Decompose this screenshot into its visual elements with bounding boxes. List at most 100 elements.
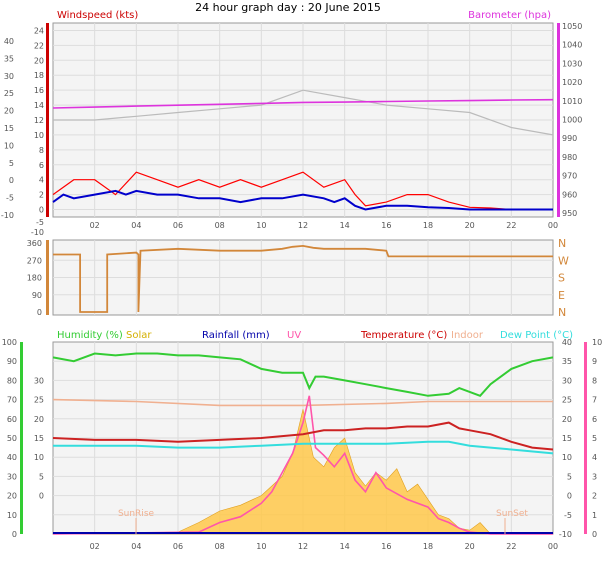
chart-title: 24 hour graph day : 20 June 2015: [195, 1, 381, 14]
humidity-axis-bar: [20, 342, 23, 534]
x-tick-label: 14: [340, 221, 350, 230]
temp-left-tick-label: 25: [34, 396, 44, 405]
barometer-tick-label: 1000: [562, 116, 582, 125]
temp-x-axis: 02 04 06 08 10 12 14 16 18 20 22 00: [90, 542, 559, 551]
wind-tick-label: 4: [39, 176, 44, 185]
leftmost-tick-label: 35: [4, 54, 14, 63]
barometer-tick-label: 990: [562, 134, 577, 143]
x-tick-label: 10: [256, 542, 266, 551]
dewpoint-series: [53, 440, 554, 455]
indoor-series: [52, 398, 553, 407]
temp-left-tick-label: 15: [34, 434, 44, 443]
compass-tick-label: W: [558, 254, 569, 267]
x-tick-label: 18: [423, 542, 433, 551]
leftmost-tick-label: -10: [1, 211, 14, 220]
temp-right-tick-label: -10: [559, 530, 572, 539]
temp-left-axis: 30 25 20 15 10 5 0: [34, 376, 44, 500]
uv-tick-label: 0: [592, 530, 597, 539]
temp-left-tick-label: 20: [34, 415, 44, 424]
temp-right-tick-label: 5: [567, 472, 572, 481]
humidity-tick-label: 100: [2, 338, 17, 347]
barometer-tick-label: 1050: [562, 22, 582, 31]
barometer-tick-label: 1040: [562, 41, 582, 50]
temp-left-tick-label: 10: [34, 453, 44, 462]
humidity-tick-label: 0: [12, 530, 17, 539]
leftmost-tick-label: 5: [9, 159, 14, 168]
leftmost-tick-label: 20: [4, 107, 14, 116]
temp-right-tick-label: 0: [567, 492, 572, 501]
x-tick-label: 02: [90, 542, 100, 551]
humidity-tick-label: 80: [7, 376, 17, 385]
uv-tick-label: 8: [592, 376, 597, 385]
gust-series: [52, 171, 553, 211]
average-wind-series: [52, 189, 553, 211]
leftmost-tick-label: 10: [4, 141, 14, 150]
x-tick-label: 22: [506, 542, 516, 551]
wind-tick-label: 24: [34, 26, 44, 35]
humidity-tick-label: 90: [7, 357, 17, 366]
solar-legend: Solar: [126, 330, 152, 341]
barometer-axis-bar: [557, 23, 560, 217]
humidity-tick-label: 50: [7, 434, 17, 443]
compass-tick-label: N: [558, 306, 566, 319]
x-tick-label: 08: [215, 221, 225, 230]
compass-tick-label: E: [558, 289, 565, 302]
humidity-series: [52, 352, 554, 397]
uv-tick-label: 10: [592, 338, 602, 347]
x-tick-label: 06: [173, 542, 183, 551]
barometer-tick-label: 1010: [562, 97, 582, 106]
direction-tick-label: 360: [27, 239, 42, 248]
x-tick-label: 18: [423, 221, 433, 230]
x-tick-label: 00: [548, 542, 558, 551]
barometer-tick-label: 960: [562, 190, 577, 199]
uv-axis-bar: [584, 342, 587, 534]
wind-direction-trace: [53, 89, 554, 136]
temp-right-tick-label: 20: [562, 415, 572, 424]
uv-tick-label: 5: [592, 434, 597, 443]
x-tick-label: 22: [506, 221, 516, 230]
leftmost-tick-label: 0: [9, 176, 14, 185]
direction-axis-bar: [46, 240, 49, 315]
temp-right-tick-label: 30: [562, 376, 572, 385]
temp-left-tick-label: 0: [39, 492, 44, 501]
humidity-tick-label: 10: [7, 511, 17, 520]
direction-left-axis: 360 270 180 90 0: [27, 239, 42, 317]
x-tick-label: 00: [548, 221, 558, 230]
uv-tick-label: 4: [592, 453, 597, 462]
x-tick-label: 16: [381, 542, 391, 551]
x-tick-label: 20: [465, 221, 475, 230]
rainfall-legend: Rainfall (mm): [202, 330, 270, 341]
wind-neg-tick-label: -5: [36, 218, 44, 227]
wind-panel-grid: [53, 23, 553, 217]
compass-tick-label: N: [558, 237, 566, 250]
barometer-tick-label: 970: [562, 172, 577, 181]
x-tick-label: 12: [298, 542, 308, 551]
wind-tick-label: 12: [34, 116, 44, 125]
humidity-tick-label: 40: [7, 453, 17, 462]
uv-tick-label: 6: [592, 415, 597, 424]
temp-right-tick-label: 35: [562, 357, 572, 366]
x-tick-label: 08: [215, 542, 225, 551]
uv-tick-label: 1: [592, 511, 597, 520]
wind-tick-label: 2: [39, 191, 44, 200]
sunrise-label: SunRise: [118, 509, 155, 519]
temp-left-tick-label: 30: [34, 376, 44, 385]
wind-x-axis: 02 04 06 08 10 12 14 16 18 20 22 00: [90, 221, 559, 230]
temp-right-axis: 40 35 30 25 20 15 10 5 0 -5 -10: [559, 338, 572, 539]
uv-legend: UV: [287, 330, 301, 341]
leftmost-tick-label: 25: [4, 89, 14, 98]
barometer-tick-label: 1030: [562, 59, 582, 68]
barometer-tick-label: 950: [562, 209, 577, 218]
wind-neg-tick-label: -10: [31, 228, 44, 237]
direction-tick-label: 270: [27, 256, 42, 265]
wind-tick-label: 22: [34, 41, 44, 50]
wind-tick-label: 18: [34, 71, 44, 80]
windspeed-legend: Windspeed (kts): [57, 10, 138, 21]
x-tick-label: 14: [340, 542, 350, 551]
indoor-legend: Indoor: [451, 330, 484, 341]
barometer-legend: Barometer (hpa): [468, 10, 551, 21]
